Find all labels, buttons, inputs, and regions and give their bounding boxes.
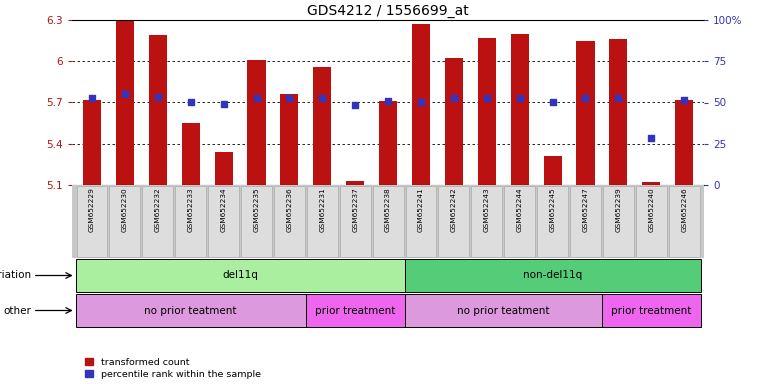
Legend: transformed count, percentile rank within the sample: transformed count, percentile rank withi… [84, 358, 261, 379]
FancyBboxPatch shape [241, 186, 272, 257]
Text: GSM652237: GSM652237 [352, 187, 358, 232]
Text: GSM652233: GSM652233 [188, 187, 194, 232]
Text: prior treatment: prior treatment [315, 306, 396, 316]
Point [645, 135, 658, 141]
Point [382, 98, 394, 104]
FancyBboxPatch shape [405, 260, 701, 291]
Bar [511, 34, 529, 185]
Bar [280, 94, 298, 185]
FancyBboxPatch shape [339, 186, 371, 257]
Text: genotype/variation: genotype/variation [0, 270, 31, 280]
FancyBboxPatch shape [603, 186, 634, 257]
Bar [149, 35, 167, 185]
FancyBboxPatch shape [471, 186, 502, 257]
Text: GSM652229: GSM652229 [89, 187, 95, 232]
Text: no prior teatment: no prior teatment [457, 306, 549, 316]
Point [415, 99, 427, 106]
Text: GSM652234: GSM652234 [221, 187, 227, 232]
Point [514, 95, 526, 101]
Text: GSM652232: GSM652232 [154, 187, 161, 232]
Bar [379, 101, 397, 185]
FancyBboxPatch shape [602, 295, 701, 327]
Bar [83, 100, 101, 185]
Point [447, 95, 460, 101]
Text: GSM652230: GSM652230 [122, 187, 128, 232]
Bar [543, 156, 562, 185]
Text: other: other [3, 306, 31, 316]
FancyBboxPatch shape [306, 295, 405, 327]
Bar [642, 182, 661, 185]
Bar [314, 67, 331, 185]
Text: prior treatment: prior treatment [611, 306, 692, 316]
Text: GSM652236: GSM652236 [286, 187, 292, 232]
Text: GSM652245: GSM652245 [549, 187, 556, 232]
Text: GSM652240: GSM652240 [648, 187, 654, 232]
FancyBboxPatch shape [505, 186, 535, 257]
Text: GSM652231: GSM652231 [320, 187, 325, 232]
Text: GSM652243: GSM652243 [484, 187, 490, 232]
Text: GSM652246: GSM652246 [681, 187, 687, 232]
Text: GSM652247: GSM652247 [582, 187, 588, 232]
Point [86, 95, 98, 101]
Bar [116, 22, 134, 185]
Text: GSM652235: GSM652235 [253, 187, 260, 232]
FancyBboxPatch shape [438, 186, 470, 257]
Text: no prior teatment: no prior teatment [145, 306, 237, 316]
Bar [675, 100, 693, 185]
FancyBboxPatch shape [373, 186, 403, 257]
FancyBboxPatch shape [142, 186, 174, 257]
Point [119, 91, 131, 97]
FancyBboxPatch shape [110, 186, 140, 257]
Title: GDS4212 / 1556699_at: GDS4212 / 1556699_at [307, 3, 469, 18]
Point [317, 95, 329, 101]
Point [283, 95, 295, 101]
FancyBboxPatch shape [77, 186, 107, 257]
FancyBboxPatch shape [307, 186, 338, 257]
FancyBboxPatch shape [669, 186, 699, 257]
FancyBboxPatch shape [636, 186, 667, 257]
Text: GSM652244: GSM652244 [517, 187, 523, 232]
FancyBboxPatch shape [537, 186, 568, 257]
Text: GSM652242: GSM652242 [451, 187, 457, 232]
Bar [478, 38, 496, 185]
Point [613, 95, 625, 101]
Bar [445, 58, 463, 185]
FancyBboxPatch shape [405, 295, 602, 327]
FancyBboxPatch shape [274, 186, 305, 257]
Point [349, 102, 361, 108]
FancyBboxPatch shape [570, 186, 601, 257]
Point [250, 95, 263, 101]
Bar [610, 39, 627, 185]
Point [546, 99, 559, 106]
FancyBboxPatch shape [175, 186, 206, 257]
Bar [247, 60, 266, 185]
Bar [346, 181, 365, 185]
FancyBboxPatch shape [209, 186, 239, 257]
Point [678, 97, 690, 103]
Text: GSM652239: GSM652239 [616, 187, 622, 232]
Point [151, 94, 164, 100]
Bar [576, 41, 594, 185]
Point [218, 101, 230, 107]
Text: GSM652241: GSM652241 [418, 187, 424, 232]
Text: GSM652238: GSM652238 [385, 187, 391, 232]
FancyBboxPatch shape [75, 260, 405, 291]
Text: non-del11q: non-del11q [523, 270, 582, 280]
Bar [215, 152, 233, 185]
FancyBboxPatch shape [406, 186, 437, 257]
Bar [412, 24, 430, 185]
Text: del11q: del11q [222, 270, 258, 280]
FancyBboxPatch shape [75, 295, 306, 327]
Point [579, 95, 591, 101]
Bar [182, 123, 200, 185]
Point [481, 95, 493, 101]
Point [185, 99, 197, 106]
